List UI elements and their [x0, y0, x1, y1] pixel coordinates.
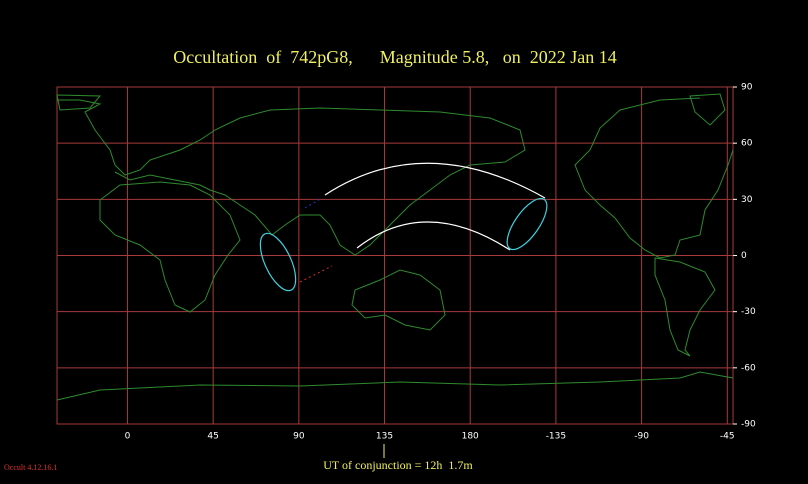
x-tick-label: 45	[207, 432, 218, 442]
title: Occultation of 742pG8, Magnitude 5.8, on…	[173, 47, 616, 67]
path-dotted	[299, 265, 333, 283]
version-label: Occult 4.12.16.1	[4, 463, 57, 472]
path-dotted-blue	[304, 197, 323, 209]
coast-australia	[351, 269, 446, 331]
sunrise-limit	[506, 197, 548, 251]
coast-eurasia	[57, 99, 526, 256]
occultation-path	[259, 162, 548, 292]
coast-americas-n	[574, 97, 734, 259]
y-tick-label: -90	[741, 420, 756, 430]
conjunction-label: UT of conjunction = 12h 1.7m	[323, 458, 473, 472]
y-tick-label: 0	[741, 251, 747, 261]
coast-africa	[99, 181, 241, 313]
y-tick-label: -60	[741, 363, 756, 373]
y-tick-label: 90	[741, 83, 753, 93]
y-tick-label: 60	[741, 139, 753, 149]
sunset-limit	[259, 232, 297, 292]
x-tick-label: -90	[634, 432, 649, 442]
x-tick-label: 180	[462, 432, 479, 442]
coastlines	[56, 93, 734, 401]
coast-greenland	[56, 93, 726, 126]
path-limit-north	[324, 162, 546, 199]
y-tick-label: 30	[741, 195, 753, 205]
path-limit-south	[356, 221, 511, 251]
x-tick-label: 135	[376, 432, 393, 442]
x-tick-label: 0	[125, 432, 131, 442]
coast-americas-s	[654, 257, 716, 357]
grid	[56, 86, 734, 425]
y-tick-label: -30	[741, 307, 756, 317]
coast-antarctica	[56, 371, 734, 401]
x-tick-label: -45	[720, 432, 735, 442]
x-tick-label: 90	[293, 432, 305, 442]
x-tick-label: -135	[546, 432, 566, 442]
